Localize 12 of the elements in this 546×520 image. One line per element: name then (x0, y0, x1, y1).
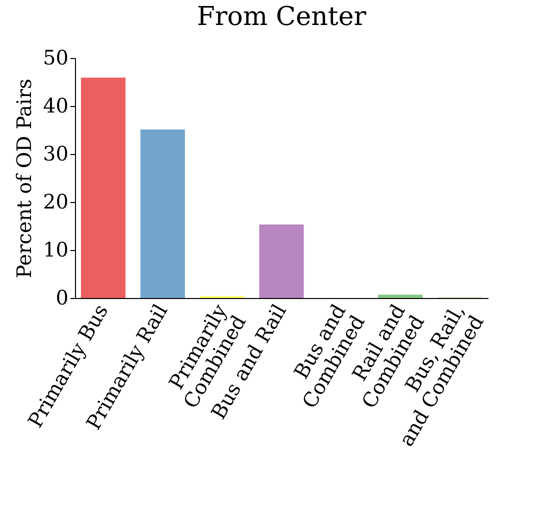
y-tick-label: 20 (43, 190, 68, 214)
bar (140, 130, 185, 298)
bar (80, 78, 126, 298)
chart-title: From Center (196, 2, 367, 32)
y-axis-title: Percent of OD Pairs (12, 78, 36, 278)
y-tick-label: 10 (43, 238, 68, 262)
y-tick-label: 50 (43, 46, 68, 70)
y-tick-label: 30 (43, 142, 68, 166)
y-tick-label: 40 (43, 94, 68, 118)
y-tick-label: 0 (56, 286, 68, 310)
bar (259, 224, 304, 298)
bar (378, 294, 423, 298)
